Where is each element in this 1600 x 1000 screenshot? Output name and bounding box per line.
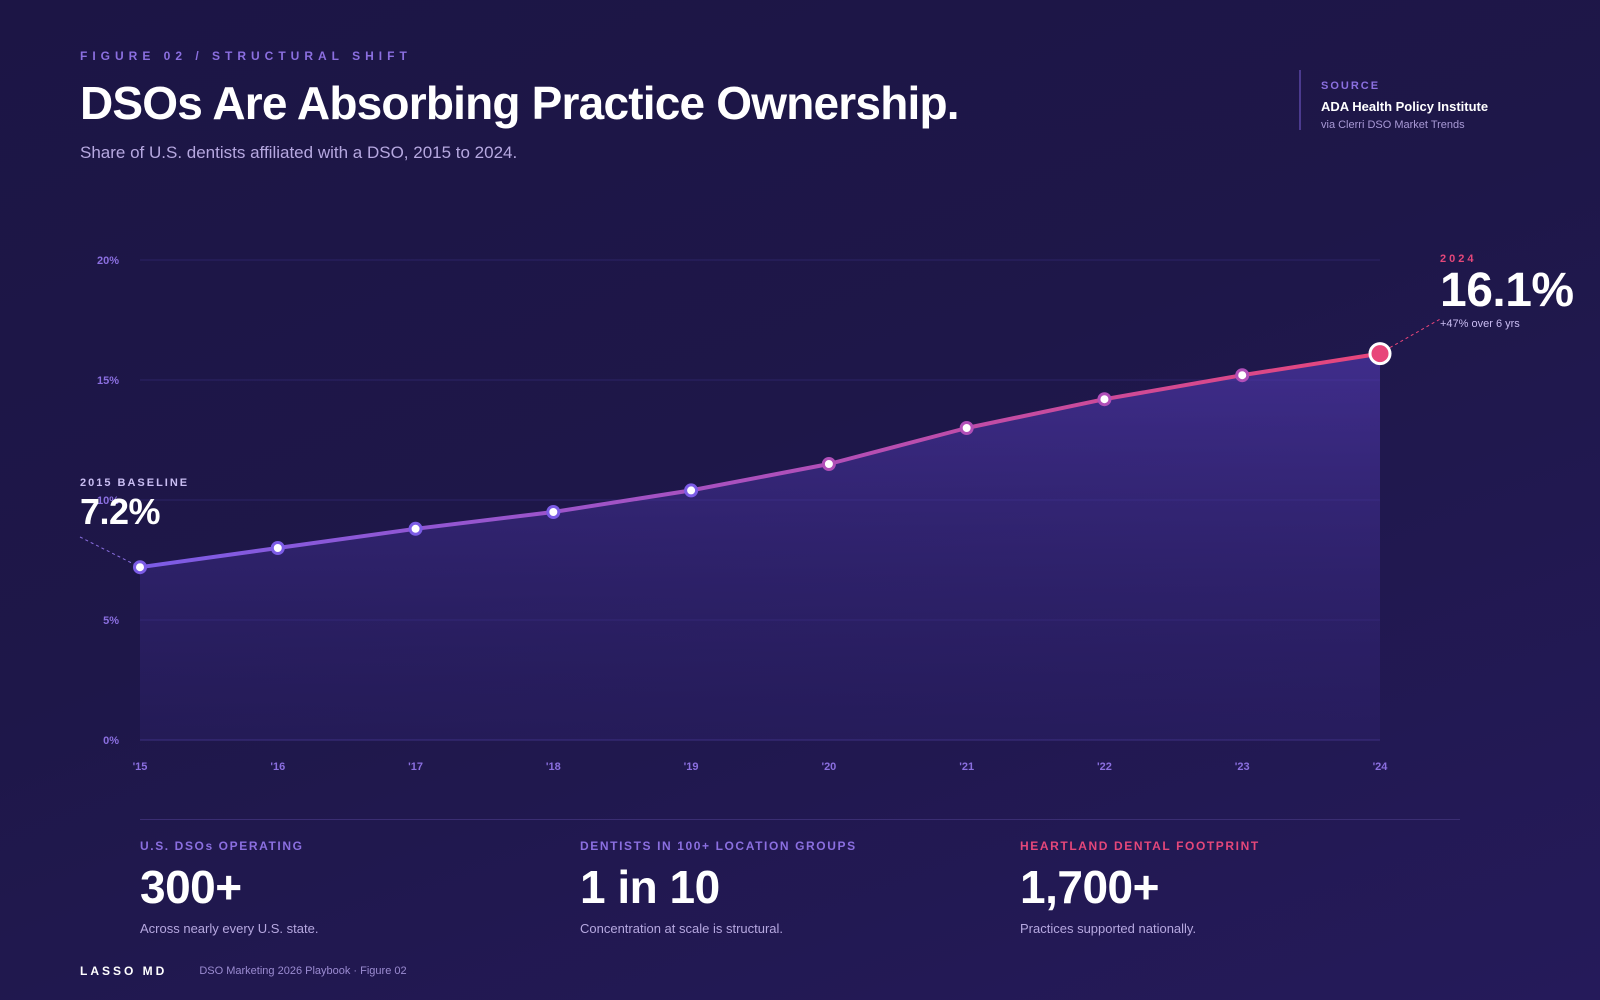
stat-dsos-operating: U.S. DSOs OPERATING 300+ Across nearly e… — [140, 839, 560, 936]
stats-divider — [140, 819, 1460, 820]
footer: LASSO MD DSO Marketing 2026 Playbook · F… — [80, 964, 407, 978]
baseline-value: 7.2% — [80, 491, 161, 532]
y-tick-label: 10% — [97, 495, 119, 507]
stat-label: U.S. DSOs OPERATING — [140, 839, 304, 853]
x-tick-label: '20 — [821, 761, 836, 773]
stat-description: Across nearly every U.S. state. — [140, 921, 319, 936]
stat-value: 1 in 10 — [580, 861, 720, 913]
data-point — [270, 541, 285, 555]
page-subtitle: Share of U.S. dentists affiliated with a… — [80, 143, 518, 162]
y-tick-label: 0% — [103, 735, 119, 747]
x-tick-label: '24 — [1373, 761, 1389, 773]
latest-year-label: 2024 — [1440, 253, 1477, 265]
x-tick-label: '16 — [270, 761, 285, 773]
x-tick-label: '18 — [546, 761, 561, 773]
x-tick-label: '22 — [1097, 761, 1112, 773]
latest-callout: 2024 16.1% +47% over 6 yrs — [1440, 253, 1574, 330]
stat-value: 1,700+ — [1020, 861, 1159, 913]
latest-growth-note: +47% over 6 yrs — [1440, 318, 1520, 330]
stat-large-groups: DENTISTS IN 100+ LOCATION GROUPS 1 in 10… — [580, 839, 1000, 936]
data-point — [1235, 368, 1250, 383]
brand-logo: LASSO MD — [80, 964, 168, 978]
data-point — [408, 521, 423, 536]
series-line — [138, 351, 1382, 570]
latest-value: 16.1% — [1440, 264, 1574, 317]
x-tick-label: '15 — [133, 761, 148, 773]
stat-label: HEARTLAND DENTAL FOOTPRINT — [1020, 839, 1260, 853]
stat-description: Concentration at scale is structural. — [580, 921, 784, 936]
y-tick-label: 5% — [103, 615, 119, 627]
source-name: ADA Health Policy Institute — [1321, 99, 1489, 114]
stat-value: 300+ — [140, 861, 242, 913]
source-block: SOURCE ADA Health Policy Institute via C… — [1299, 70, 1489, 131]
baseline-label: 2015 BASELINE — [80, 477, 190, 489]
x-tick-label: '23 — [1235, 761, 1250, 773]
data-point — [133, 560, 147, 575]
end-leader-line — [1389, 317, 1443, 349]
data-point — [959, 421, 974, 435]
area-fill — [140, 353, 1380, 740]
source-label: SOURCE — [1321, 80, 1381, 92]
data-point — [1097, 392, 1112, 407]
data-point-latest — [1368, 342, 1392, 366]
stat-description: Practices supported nationally. — [1020, 921, 1197, 936]
data-point — [684, 483, 699, 498]
page-title: DSOs Are Absorbing Practice Ownership. — [80, 77, 960, 129]
x-tick-label: '19 — [684, 761, 699, 773]
stat-heartland-footprint: HEARTLAND DENTAL FOOTPRINT 1,700+ Practi… — [1020, 839, 1440, 936]
start-leader-line — [79, 536, 141, 568]
figure-eyebrow: FIGURE 02 / STRUCTURAL SHIFT — [80, 49, 412, 63]
data-point — [546, 505, 561, 519]
source-via: via Clerri DSO Market Trends — [1321, 119, 1465, 131]
dso-share-chart: 0% 5% 10% 15% 20% '15 '16 '17 '18 '19 '20 '21 '22 '2… — [79, 255, 1443, 773]
x-tick-label: '17 — [408, 761, 423, 773]
baseline-callout: 2015 BASELINE 7.2% — [80, 477, 189, 533]
y-tick-label: 15% — [97, 375, 119, 387]
x-tick-label: '21 — [959, 761, 974, 773]
stat-label: DENTISTS IN 100+ LOCATION GROUPS — [580, 839, 857, 853]
footer-note: DSO Marketing 2026 Playbook · Figure 02 — [199, 965, 407, 977]
data-point — [821, 457, 836, 471]
y-tick-label: 20% — [97, 255, 119, 267]
